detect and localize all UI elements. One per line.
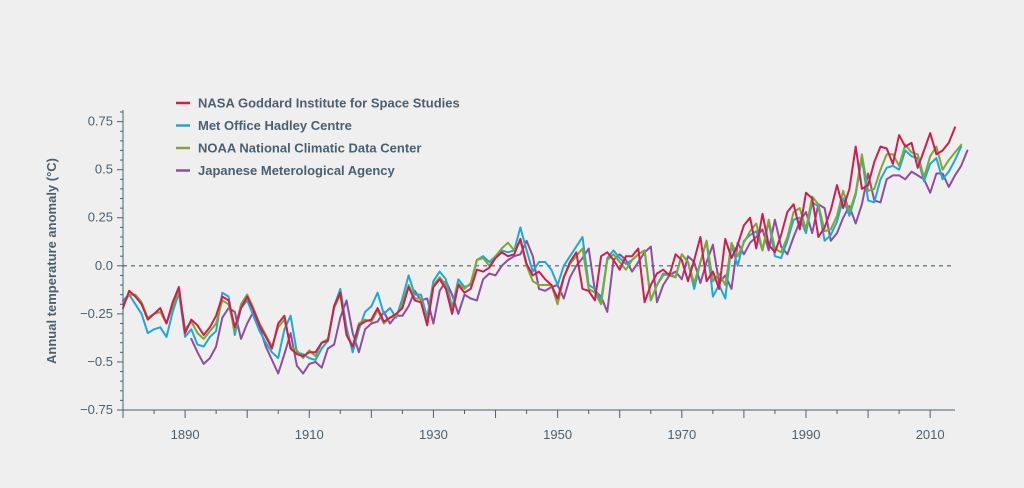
- legend-label: Met Office Hadley Centre: [198, 118, 352, 133]
- legend-label: NASA Goddard Institute for Space Studies: [198, 96, 460, 111]
- x-tick-label: 1930: [419, 427, 448, 442]
- legend-label: Japanese Meterological Agency: [198, 163, 396, 178]
- series-line-0: [122, 126, 956, 358]
- x-tick-label: 1970: [667, 427, 696, 442]
- x-tick-label: 1890: [171, 427, 200, 442]
- y-tick-label: −0.25: [80, 306, 113, 321]
- legend: NASA Goddard Institute for Space Studies…: [176, 96, 460, 178]
- y-tick-label: −0.5: [87, 354, 113, 369]
- x-axis: 1890 1910 1930 1950 1970 1990 2010: [122, 409, 955, 442]
- x-tick-label: 1990: [792, 427, 821, 442]
- y-tick-label: 0.5: [95, 162, 113, 177]
- x-axis-ticks: 1890 1910 1930 1950 1970 1990 2010: [122, 410, 945, 442]
- y-axis-title: Annual temperature anomaly (°C): [44, 158, 59, 364]
- y-tick-label: 0.0: [95, 258, 113, 273]
- series-line-3: [190, 149, 969, 375]
- series-lines: [122, 126, 969, 375]
- legend-label: NOAA National Climatic Data Center: [198, 141, 421, 156]
- y-tick-label: −0.75: [80, 402, 113, 417]
- y-axis-ticks: −0.75 −0.5 −0.25 0.0 0.25 0.5 0.75: [80, 111, 123, 417]
- x-tick-label: 1950: [543, 427, 572, 442]
- x-tick-label: 2010: [916, 427, 945, 442]
- plot-area: [122, 126, 969, 375]
- y-axis: −0.75 −0.5 −0.25 0.0 0.25 0.5 0.75 Annual temp…: [44, 110, 124, 417]
- x-tick-label: 1910: [295, 427, 324, 442]
- series-line-1: [122, 145, 963, 361]
- y-tick-label: 0.25: [88, 210, 113, 225]
- y-tick-label: 0.75: [88, 114, 113, 129]
